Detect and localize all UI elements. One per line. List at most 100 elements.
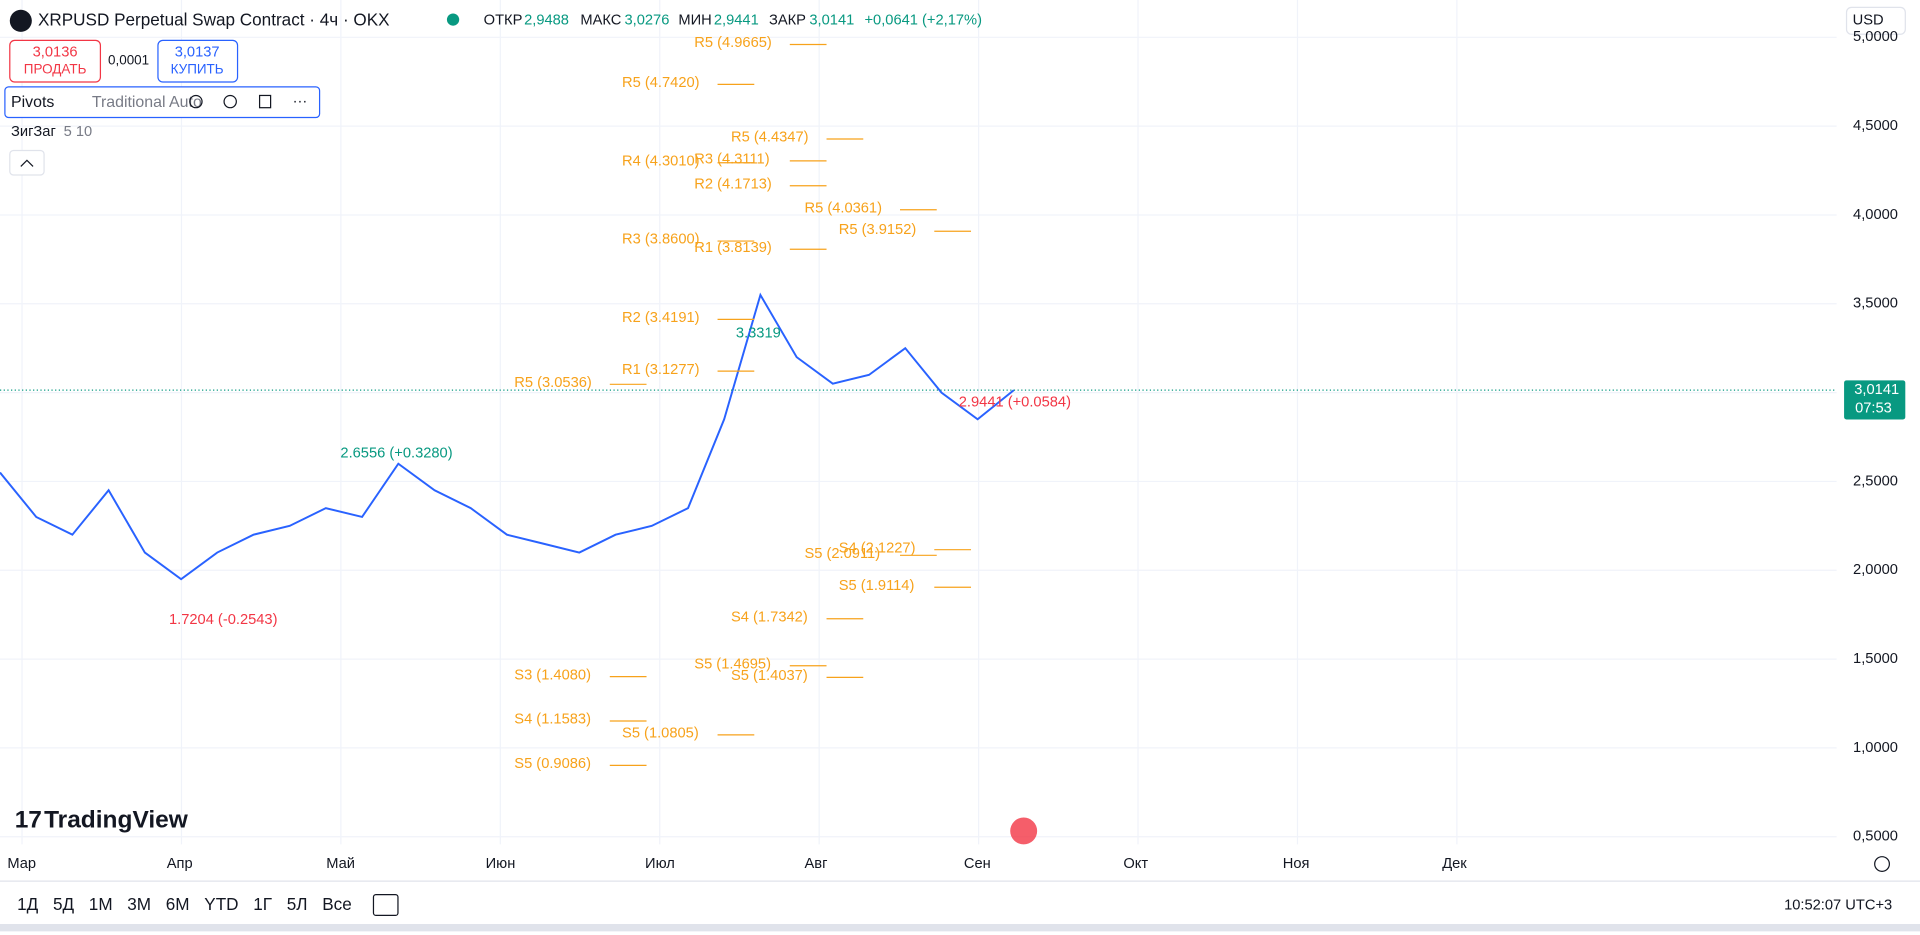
sell-price: 3,0136 (33, 45, 78, 61)
x-tick-label: Июл (645, 856, 675, 872)
currency-button[interactable] (1845, 6, 1906, 35)
y-tick-label: 1,5000 (1853, 651, 1898, 667)
symbol-title: XRPUSD Perpetual Swap Contract · 4ч · OK… (38, 9, 390, 29)
ohlc: ОТКР (484, 13, 523, 29)
event-flag[interactable] (1010, 817, 1038, 845)
settings-icon[interactable] (1874, 856, 1890, 872)
pivot-label: S5 (1.4695) (694, 656, 771, 672)
pivot-label: S5 (1.0805) (622, 725, 699, 741)
y-tick-label: 3,5000 (1853, 296, 1898, 312)
x-tick-label: Ноя (1283, 856, 1310, 872)
sell-label: ПРОДАТЬ (24, 61, 87, 76)
pivot-label: R5 (4.9665) (694, 35, 772, 51)
pivot-label: S5 (1.4037) (731, 668, 808, 684)
currency: USD (1853, 13, 1884, 29)
delete-icon[interactable] (258, 94, 272, 109)
timeframe-button[interactable]: 5Д (53, 894, 75, 914)
x-tick-label: Сен (964, 856, 991, 872)
eye-icon[interactable] (189, 94, 203, 109)
y-tick-label: 2,5000 (1853, 473, 1898, 489)
timeframe-button[interactable]: 5Л (287, 894, 308, 914)
pivot-label: R5 (3.9152) (839, 222, 917, 238)
pivot-label: R4 (4.3010) (622, 153, 700, 169)
timeframe-button[interactable]: Все (322, 894, 352, 914)
pivot-label: S5 (2.0911) (804, 546, 880, 562)
spread: 0,0001 (108, 53, 149, 68)
ohlc: +0,0641 (+2,17%) (864, 13, 982, 29)
indicator-name: Pivots (11, 94, 54, 111)
ohlc: МАКС (580, 13, 621, 29)
timeframe-button[interactable]: 1Д (17, 894, 39, 914)
pivot-label: S4 (1.1583) (514, 712, 591, 728)
buy-price: 3,0137 (175, 45, 220, 61)
pivot-label: R5 (3.0536) (514, 375, 592, 391)
price-tag (1844, 380, 1906, 420)
more-icon[interactable]: ··· (293, 93, 308, 109)
pivot-label: S3 (1.4080) (514, 667, 591, 683)
zigzag-label: 2.9441 (+0.0584) (959, 394, 1071, 410)
x-tick-label: Окт (1123, 856, 1148, 872)
indicator-args: 5 10 (64, 124, 93, 140)
indicator-args: Traditional Auto (92, 94, 202, 111)
pivot-label: R5 (4.0361) (804, 200, 882, 216)
ohlc: 3,0141 (809, 13, 854, 29)
x-tick-label: Авг (804, 856, 827, 872)
price-tag-countdown: 07:53 (1855, 400, 1892, 416)
y-tick-label: 4,5000 (1853, 118, 1898, 134)
sell-button[interactable] (9, 39, 102, 83)
ohlc: 2,9488 (524, 13, 569, 29)
ohlc: 2,9441 (714, 13, 759, 29)
timeframe-button[interactable]: 3М (127, 894, 151, 914)
timeframe-button[interactable]: 1М (89, 894, 113, 914)
date-range-icon[interactable] (372, 894, 399, 917)
pivot-label: S5 (1.9114) (839, 578, 915, 594)
zigzag-label: 3.3319 (736, 326, 781, 342)
settings-icon[interactable] (223, 94, 237, 109)
price-line (0, 292, 1015, 581)
indicator-name: ЗигЗаг (11, 124, 56, 140)
pivot-label: R5 (4.4347) (731, 130, 809, 146)
x-tick-label: Мар (7, 856, 36, 872)
timeframe-button[interactable]: YTD (204, 894, 238, 914)
timeframe-button[interactable]: 1Г (253, 894, 272, 914)
price-axis (1836, 0, 1920, 882)
pivots-legend[interactable] (4, 86, 321, 119)
y-tick-label: 1,0000 (1853, 740, 1898, 756)
pivot-label: R3 (4.3111) (694, 152, 769, 168)
chevron (20, 159, 34, 167)
timeframe-button[interactable]: 6М (166, 894, 190, 914)
pivot-label: R5 (4.7420) (622, 75, 700, 91)
market-status (446, 13, 460, 26)
clock: 10:52:07 UTC+3 (1784, 898, 1892, 914)
ohlc: 3,0276 (624, 13, 669, 29)
x-tick-label: Дек (1442, 856, 1467, 872)
x-tick-label: Май (326, 856, 355, 872)
symbol-icon (9, 9, 32, 32)
y-tick-label: 2,0000 (1853, 562, 1898, 578)
pivot-label: R1 (3.1277) (622, 362, 700, 378)
y-tick-label: 0,5000 (1853, 829, 1898, 845)
y-tick-label: 4,0000 (1853, 207, 1898, 223)
pivot-label: S5 (0.9086) (514, 756, 591, 772)
logo-mark: 17 (15, 807, 42, 834)
pivot-label: R3 (3.8600) (622, 232, 700, 248)
pivot-label: S4 (1.7342) (731, 609, 808, 625)
price-tag-price: 3,0141 (1854, 382, 1899, 398)
collapse-button[interactable] (9, 149, 45, 176)
logo: TradingView (44, 807, 189, 834)
zigzag-label: 1.7204 (-0.2543) (169, 612, 278, 628)
zigzag-label: 2.6556 (+0.3280) (340, 446, 452, 462)
x-tick-label: Июн (486, 856, 516, 872)
pivot-label: R2 (4.1713) (694, 176, 772, 192)
ohlc: МИН (678, 13, 711, 29)
pivot-label: R1 (3.8139) (694, 240, 772, 256)
x-tick-label: Апр (167, 856, 193, 872)
pivot-label: S4 (2.1227) (839, 540, 916, 556)
buy-label: КУПИТЬ (171, 61, 224, 76)
buy-button[interactable] (157, 39, 239, 83)
y-tick-label: 5,0000 (1853, 29, 1898, 45)
pivot-label: R2 (3.4191) (622, 310, 700, 326)
ohlc: ЗАКР (769, 13, 806, 29)
